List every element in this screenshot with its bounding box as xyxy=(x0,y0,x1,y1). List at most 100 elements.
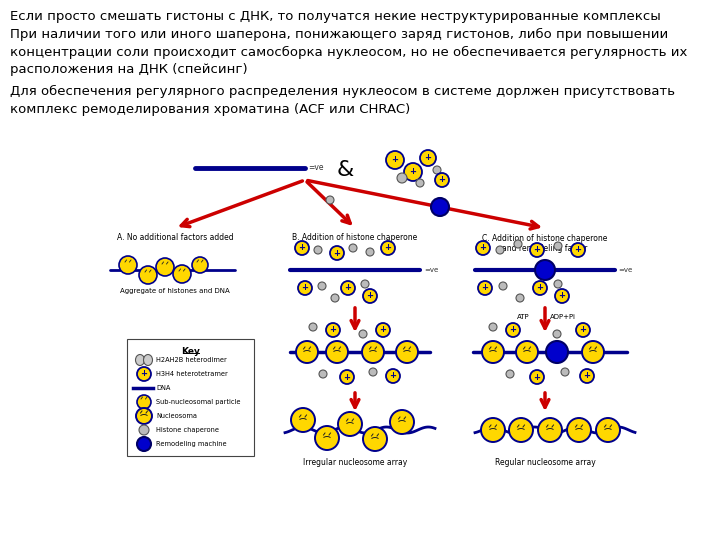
Circle shape xyxy=(499,282,507,290)
Circle shape xyxy=(315,426,339,450)
Text: При наличии того или иного шаперона, понижающего заряд гистонов, либо при повыше: При наличии того или иного шаперона, пон… xyxy=(10,28,688,76)
Text: +: + xyxy=(333,248,341,258)
Circle shape xyxy=(192,257,208,273)
Text: +: + xyxy=(575,246,582,254)
Circle shape xyxy=(546,341,568,363)
Text: +: + xyxy=(534,246,541,254)
Circle shape xyxy=(489,323,497,331)
Circle shape xyxy=(314,246,322,254)
Text: Если просто смешать гистоны с ДНК, то получатся некие неструктурированные компле: Если просто смешать гистоны с ДНК, то по… xyxy=(10,10,661,23)
Circle shape xyxy=(582,341,604,363)
Circle shape xyxy=(330,246,344,260)
Circle shape xyxy=(363,427,387,451)
Text: +: + xyxy=(480,244,487,253)
Text: A. No additional factors added: A. No additional factors added xyxy=(117,233,233,242)
Text: Nucleosoma: Nucleosoma xyxy=(156,413,197,419)
Text: +: + xyxy=(559,292,565,300)
Circle shape xyxy=(137,437,151,451)
Text: +: + xyxy=(302,284,308,293)
Circle shape xyxy=(318,282,326,290)
Text: +: + xyxy=(482,284,488,293)
Circle shape xyxy=(576,323,590,337)
Text: B. Addition of histone chaperone: B. Addition of histone chaperone xyxy=(292,233,418,242)
Circle shape xyxy=(331,294,339,302)
Text: +: + xyxy=(534,373,541,381)
Circle shape xyxy=(359,330,367,338)
Circle shape xyxy=(139,266,157,284)
Circle shape xyxy=(530,243,544,257)
Circle shape xyxy=(554,280,562,288)
Text: ATP: ATP xyxy=(517,314,530,320)
Circle shape xyxy=(340,370,354,384)
Text: &: & xyxy=(336,160,354,180)
Text: =ve: =ve xyxy=(308,164,323,172)
Circle shape xyxy=(363,289,377,303)
Circle shape xyxy=(309,323,317,331)
Circle shape xyxy=(476,241,490,255)
Circle shape xyxy=(478,281,492,295)
Text: H2AH2B heterodimer: H2AH2B heterodimer xyxy=(156,357,227,363)
Circle shape xyxy=(326,196,334,204)
Text: DNA: DNA xyxy=(156,385,171,391)
Circle shape xyxy=(298,281,312,295)
Circle shape xyxy=(535,260,555,280)
Text: +: + xyxy=(536,284,544,293)
Circle shape xyxy=(295,241,309,255)
Circle shape xyxy=(396,341,418,363)
Text: Irregular nucleosome array: Irregular nucleosome array xyxy=(303,458,407,467)
Circle shape xyxy=(397,173,407,183)
Text: +: + xyxy=(580,326,587,334)
Text: Histone chaperone: Histone chaperone xyxy=(156,427,219,433)
Circle shape xyxy=(596,418,620,442)
Circle shape xyxy=(119,256,137,274)
Text: +: + xyxy=(425,153,431,163)
Circle shape xyxy=(369,368,377,376)
Circle shape xyxy=(420,150,436,166)
Circle shape xyxy=(296,341,318,363)
Circle shape xyxy=(506,323,520,337)
Circle shape xyxy=(567,418,591,442)
Text: +: + xyxy=(299,244,305,253)
Ellipse shape xyxy=(135,354,145,366)
Circle shape xyxy=(482,341,504,363)
Circle shape xyxy=(386,151,404,169)
Text: Aggregate of histones and DNA: Aggregate of histones and DNA xyxy=(120,288,230,294)
Text: Для обеспечения регулярного распределения нуклеосом в системе дорлжен присутство: Для обеспечения регулярного распределени… xyxy=(10,85,675,116)
Text: ADP+Pi: ADP+Pi xyxy=(550,314,576,320)
Text: +: + xyxy=(410,167,416,177)
Circle shape xyxy=(173,265,191,283)
Circle shape xyxy=(481,418,505,442)
Circle shape xyxy=(416,179,424,187)
FancyBboxPatch shape xyxy=(127,339,254,456)
Circle shape xyxy=(506,370,514,378)
Circle shape xyxy=(553,330,561,338)
Circle shape xyxy=(516,341,538,363)
Circle shape xyxy=(555,289,569,303)
Circle shape xyxy=(561,368,569,376)
Circle shape xyxy=(137,367,151,381)
Text: Remodeling machine: Remodeling machine xyxy=(156,441,227,447)
Circle shape xyxy=(338,412,362,436)
Circle shape xyxy=(571,243,585,257)
Circle shape xyxy=(291,408,315,432)
Circle shape xyxy=(136,408,152,424)
Circle shape xyxy=(137,395,151,409)
Circle shape xyxy=(404,163,422,181)
Circle shape xyxy=(361,280,369,288)
Text: +: + xyxy=(343,373,351,381)
Text: +: + xyxy=(438,176,446,185)
Text: +: + xyxy=(330,326,336,334)
Circle shape xyxy=(533,281,547,295)
Circle shape xyxy=(326,323,340,337)
Circle shape xyxy=(366,248,374,256)
Circle shape xyxy=(326,341,348,363)
Text: +: + xyxy=(390,372,397,381)
Circle shape xyxy=(435,173,449,187)
Text: Regular nucleosome array: Regular nucleosome array xyxy=(495,458,595,467)
Ellipse shape xyxy=(143,354,153,366)
Circle shape xyxy=(341,281,355,295)
Circle shape xyxy=(349,244,357,252)
Circle shape xyxy=(431,198,449,216)
Circle shape xyxy=(139,425,149,435)
Circle shape xyxy=(386,369,400,383)
